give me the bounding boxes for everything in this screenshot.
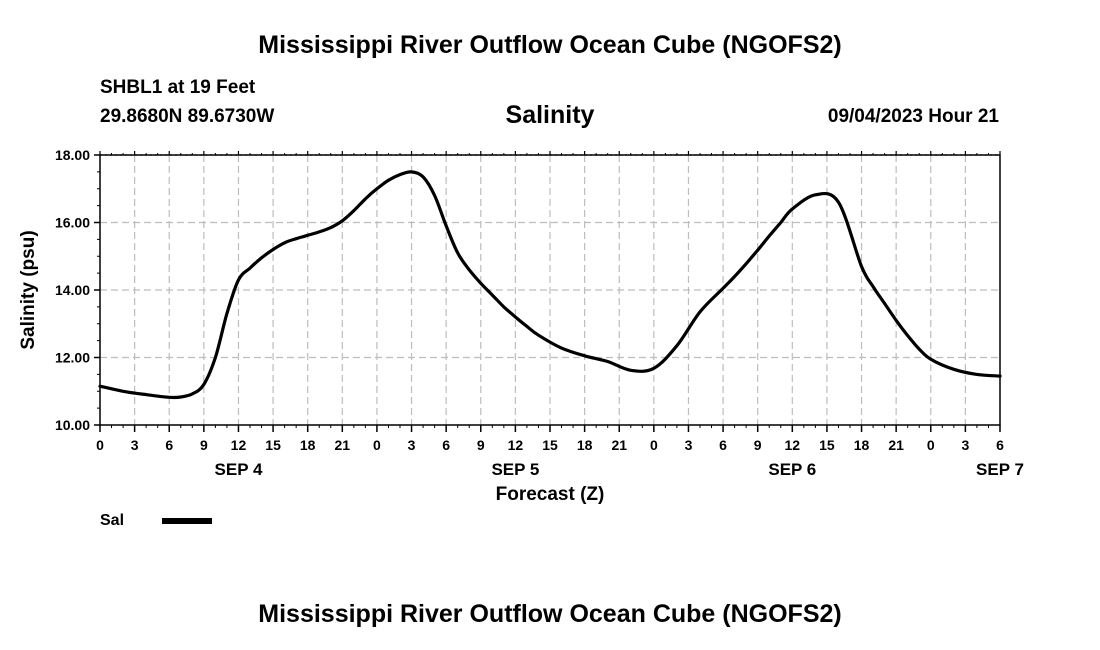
x-tick-label: 21 (335, 437, 351, 453)
x-tick-label: 0 (927, 437, 935, 453)
x-tick-label: 0 (373, 437, 381, 453)
axis-ticks (94, 151, 1001, 432)
y-tick-label: 16.00 (55, 215, 90, 231)
x-tick-label: 21 (888, 437, 904, 453)
x-tick-label: 6 (442, 437, 450, 453)
y-axis-label: Salinity (psu) (18, 230, 39, 349)
x-tick-label: 0 (96, 437, 104, 453)
coordinates-label: 29.8680N 89.6730W (100, 106, 275, 127)
chart-subtitle: Salinity (505, 101, 595, 129)
x-tick-label: 9 (200, 437, 208, 453)
day-label: SEP 7 (976, 460, 1024, 479)
x-tick-label: 3 (961, 437, 969, 453)
x-tick-label: 15 (265, 437, 281, 453)
y-tick-label: 12.00 (55, 350, 90, 366)
x-tick-label: 3 (131, 437, 139, 453)
station-label: SHBL1 at 19 Feet (100, 77, 256, 98)
legend-label: Sal (100, 512, 124, 529)
x-tick-label: 15 (542, 437, 558, 453)
x-tick-label: 9 (477, 437, 485, 453)
day-label: SEP 4 (215, 460, 263, 479)
y-tick-label: 14.00 (55, 282, 90, 298)
x-axis-label: Forecast (Z) (496, 484, 605, 505)
tick-labels: 0 3 6 9 12 15 18 21 0 3 6 9 12 15 18 21 0 3 6 9 12 15 18 21 0 3 6 1… (55, 147, 1024, 479)
day-label: SEP 6 (768, 460, 816, 479)
x-tick-label: 12 (231, 437, 247, 453)
series-line-sal (98, 170, 1002, 400)
x-tick-label: 21 (611, 437, 627, 453)
x-tick-label: 18 (854, 437, 870, 453)
x-tick-label: 6 (165, 437, 173, 453)
day-label: SEP 5 (491, 460, 539, 479)
chart-title: Mississippi River Outflow Ocean Cube (NG… (258, 31, 842, 59)
x-tick-label: 6 (719, 437, 727, 453)
forecast-datetime: 09/04/2023 Hour 21 (827, 106, 999, 127)
x-tick-label: 12 (785, 437, 801, 453)
x-tick-label: 3 (685, 437, 693, 453)
x-tick-label: 18 (300, 437, 316, 453)
x-tick-label: 9 (754, 437, 762, 453)
y-tick-label: 10.00 (55, 417, 90, 433)
x-tick-label: 6 (996, 437, 1004, 453)
x-tick-label: 18 (577, 437, 593, 453)
y-tick-label: 18.00 (55, 147, 90, 163)
x-tick-label: 12 (508, 437, 524, 453)
footer-title: Mississippi River Outflow Ocean Cube (NG… (258, 600, 842, 628)
salinity-chart: 0 3 6 9 12 15 18 21 0 3 6 9 12 15 18 21 0 3 6 9 12 15 18 21 0 3 6 1… (18, 147, 1024, 529)
x-tick-label: 0 (650, 437, 658, 453)
x-tick-label: 3 (408, 437, 416, 453)
x-tick-label: 15 (819, 437, 835, 453)
